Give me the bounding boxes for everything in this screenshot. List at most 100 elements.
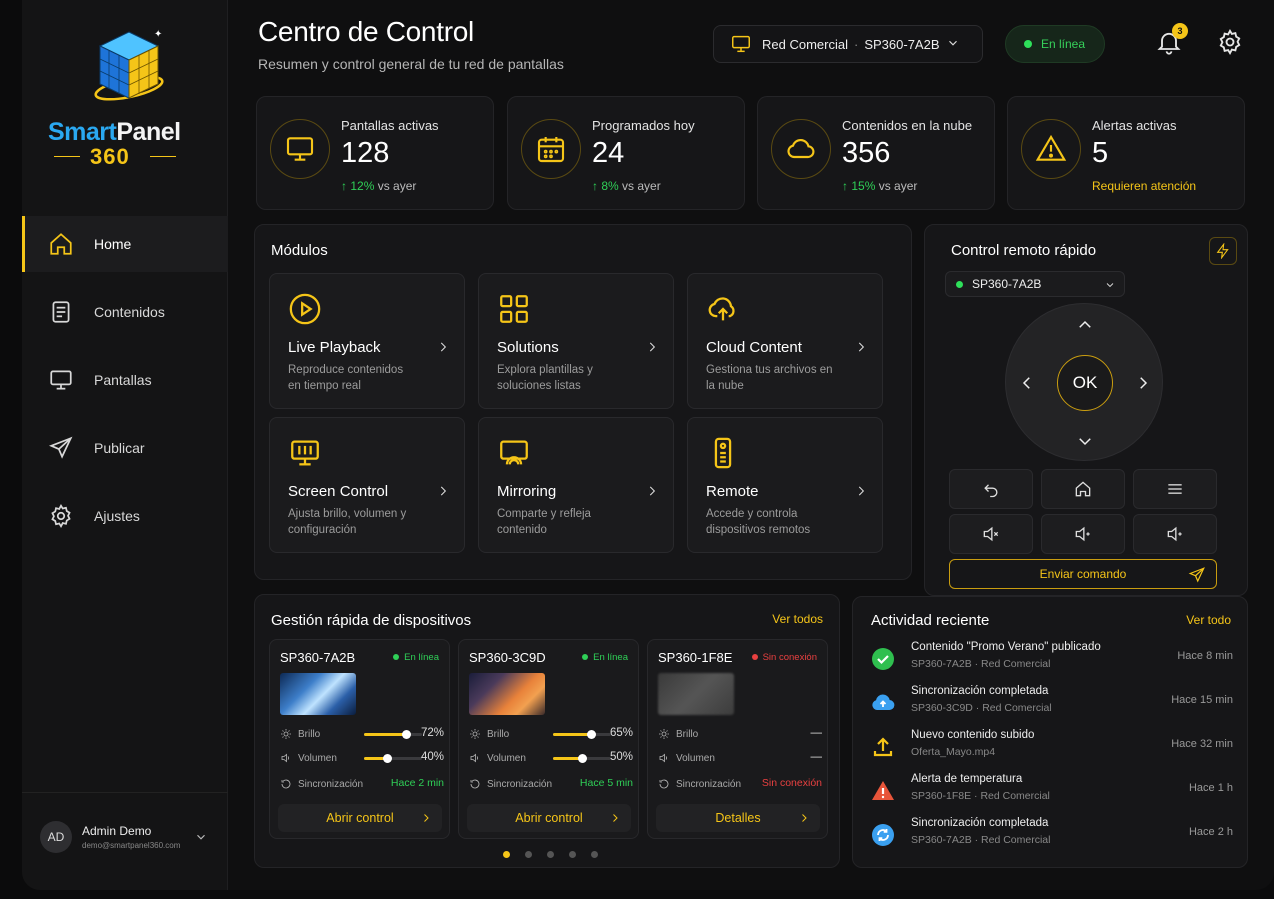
stat-trend-value: 8% bbox=[601, 179, 619, 193]
menu-button[interactable] bbox=[1133, 469, 1217, 509]
sync-label: Sincronización bbox=[298, 778, 364, 790]
user-email: demo@smartpanel360.com bbox=[82, 840, 181, 850]
activity-title: Sincronización completada bbox=[911, 817, 1049, 829]
chevron-right-icon bbox=[649, 342, 656, 352]
sidebar-item-label: Pantallas bbox=[94, 372, 152, 388]
module-title: Solutions bbox=[497, 339, 559, 356]
chevron-right-icon bbox=[802, 814, 807, 822]
view-all-devices-link[interactable]: Ver todos bbox=[772, 612, 823, 626]
activity-item[interactable]: Alerta de temperatura SP360-1F8E · Red C… bbox=[871, 773, 1233, 809]
volume-row: Volumen 50% bbox=[469, 751, 633, 765]
page-dot[interactable] bbox=[591, 851, 598, 858]
volume-value: 50% bbox=[609, 751, 633, 763]
module-remote[interactable]: Remote Accede y controla dispositivos re… bbox=[687, 417, 883, 553]
device-status: Sin conexión bbox=[751, 652, 817, 663]
activity-item[interactable]: Nuevo contenido subido Oferta_Mayo.mp4 H… bbox=[871, 729, 1233, 765]
stat-trend-suffix: vs ayer bbox=[878, 179, 918, 193]
arrow-down-button[interactable] bbox=[1076, 432, 1094, 450]
activity-time: Hace 8 min bbox=[1177, 650, 1233, 662]
activity-time: Hace 1 h bbox=[1188, 782, 1233, 794]
sidebar-item-contenidos[interactable]: Contenidos bbox=[22, 284, 228, 340]
back-button[interactable] bbox=[949, 469, 1033, 509]
slider-handle[interactable] bbox=[383, 754, 393, 763]
module-solutions[interactable]: Solutions Explora plantillas y solucione… bbox=[478, 273, 674, 409]
activity-item[interactable]: Sincronización completada SP360-3C9D · R… bbox=[871, 685, 1233, 721]
view-all-activity-link[interactable]: Ver todo bbox=[1186, 613, 1231, 627]
stat-trend-suffix: vs ayer bbox=[377, 179, 417, 193]
arrow-up-button[interactable] bbox=[1076, 316, 1094, 334]
ok-button[interactable]: OK bbox=[1057, 355, 1113, 411]
module-live-playback[interactable]: Live Playback Reproduce contenidos en ti… bbox=[269, 273, 465, 409]
page-dot[interactable] bbox=[569, 851, 576, 858]
chevron-right-icon bbox=[858, 486, 865, 496]
sync-icon bbox=[659, 779, 669, 789]
arrow-right-button[interactable] bbox=[1134, 374, 1152, 392]
chevron-right-icon bbox=[440, 486, 447, 496]
activity-panel: Actividad reciente Ver todo Contenido "P… bbox=[852, 596, 1248, 868]
settings-button[interactable] bbox=[1216, 28, 1246, 58]
module-screen-control[interactable]: Screen Control Ajusta brillo, volumen y … bbox=[269, 417, 465, 553]
chevron-right-icon bbox=[424, 814, 429, 822]
volume-down-button[interactable] bbox=[1041, 514, 1125, 554]
slider-handle[interactable] bbox=[401, 730, 411, 739]
module-mirroring[interactable]: Mirroring Comparte y refleja contenido bbox=[478, 417, 674, 553]
module-desc: Ajusta brillo, volumen y configuración bbox=[288, 508, 407, 536]
slider-handle[interactable] bbox=[586, 730, 596, 739]
activity-item[interactable]: Contenido "Promo Verano" publicado SP360… bbox=[871, 641, 1233, 677]
activity-item[interactable]: Sincronización completada SP360-7A2B · R… bbox=[871, 817, 1233, 853]
page-dot[interactable] bbox=[547, 851, 554, 858]
device-action-button[interactable]: Detalles bbox=[656, 804, 820, 832]
slider-fill bbox=[364, 757, 388, 760]
chevron-right-icon bbox=[858, 342, 865, 352]
mute-button[interactable] bbox=[949, 514, 1033, 554]
sync-value: Hace 2 min bbox=[390, 777, 444, 789]
sync-row: Sincronización Sin conexión bbox=[658, 777, 822, 791]
home-icon bbox=[1075, 481, 1091, 497]
volume-label: Volumen bbox=[676, 752, 715, 764]
activity-title: Contenido "Promo Verano" publicado bbox=[911, 641, 1101, 653]
brightness-slider[interactable] bbox=[553, 730, 611, 739]
brightness-slider[interactable] bbox=[364, 730, 422, 739]
stat-value: 356 bbox=[842, 137, 891, 169]
module-desc: Comparte y refleja contenido bbox=[497, 508, 591, 536]
send-command-button[interactable]: Enviar comando bbox=[949, 559, 1217, 589]
network-separator: · bbox=[853, 36, 859, 52]
brightness-row: Brillo 72% bbox=[280, 727, 444, 741]
device-action-button[interactable]: Abrir control bbox=[278, 804, 442, 832]
volume-row: Volumen 40% bbox=[280, 751, 444, 765]
chevron-down-icon[interactable] bbox=[194, 830, 208, 844]
volume-slider[interactable] bbox=[364, 754, 422, 763]
activity-subtitle: SP360-1F8E · Red Comercial bbox=[911, 790, 1050, 802]
send-command-label: Enviar comando bbox=[1039, 567, 1127, 581]
user-menu[interactable]: AD Admin Demo demo@smartpanel360.com bbox=[22, 792, 228, 880]
sidebar-item-home[interactable]: Home bbox=[22, 216, 228, 272]
sidebar-item-ajustes[interactable]: Ajustes bbox=[22, 488, 228, 544]
remote-device-select[interactable]: SP360-7A2B bbox=[945, 271, 1125, 297]
status-dot bbox=[1024, 40, 1032, 48]
arrow-up-icon: ↑ bbox=[842, 179, 852, 193]
notifications-button[interactable]: 3 bbox=[1155, 23, 1188, 58]
volume-up-button[interactable] bbox=[1133, 514, 1217, 554]
notification-count: 3 bbox=[1172, 23, 1188, 39]
arrow-left-button[interactable] bbox=[1018, 374, 1036, 392]
remote-panel: Control remoto rápido SP360-7A2B OK Envi… bbox=[924, 224, 1248, 596]
volume-icon bbox=[470, 753, 479, 763]
home-button[interactable] bbox=[1041, 469, 1125, 509]
page-dot[interactable] bbox=[525, 851, 532, 858]
sidebar-item-label: Publicar bbox=[94, 440, 145, 456]
quick-action-button[interactable] bbox=[1209, 237, 1237, 265]
stat-trend: ↑ 12% vs ayer bbox=[341, 179, 416, 193]
stat-card-nube: Contenidos en la nube 356 ↑ 15% vs ayer bbox=[757, 96, 995, 210]
sidebar-item-publicar[interactable]: Publicar bbox=[22, 420, 228, 476]
volume-up-icon bbox=[1167, 526, 1182, 542]
stat-trend-suffix: vs ayer bbox=[622, 179, 661, 193]
device-action-button[interactable]: Abrir control bbox=[467, 804, 631, 832]
remote-device-name: SP360-7A2B bbox=[972, 277, 1042, 291]
slider-handle[interactable] bbox=[578, 754, 587, 763]
volume-slider[interactable] bbox=[553, 754, 611, 763]
page-dot[interactable] bbox=[503, 851, 510, 858]
sidebar-item-pantallas[interactable]: Pantallas bbox=[22, 352, 228, 408]
brightness-icon bbox=[470, 729, 480, 739]
module-cloud-content[interactable]: Cloud Content Gestiona tus archivos en l… bbox=[687, 273, 883, 409]
network-selector[interactable]: Red Comercial · SP360-7A2B bbox=[713, 25, 983, 63]
